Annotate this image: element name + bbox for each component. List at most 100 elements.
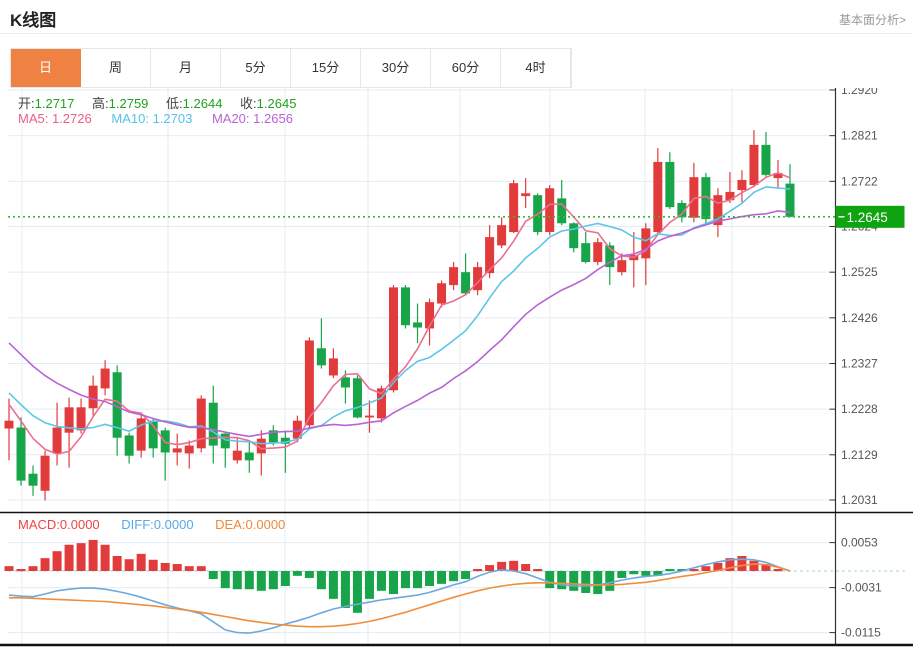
ma10-readout: MA10: 1.2703 (111, 111, 193, 126)
candle-up (304, 340, 314, 426)
current-price-badge-label: 1.2645 (847, 210, 888, 225)
macd-bar-positive (64, 544, 74, 571)
macd-bar-negative (244, 571, 254, 590)
macd-bar-negative (292, 571, 302, 576)
candle-down (340, 377, 350, 388)
macd-bar-positive (160, 562, 170, 571)
diff-line (8, 558, 791, 634)
close-value: 1.2645 (256, 96, 297, 111)
macd-bar-negative (641, 571, 651, 576)
candle-down (461, 272, 471, 294)
macd-bar-dash (773, 569, 783, 572)
candle-down (401, 287, 411, 326)
price-tick-label: 1.2426 (841, 311, 878, 325)
macd-bar-positive (88, 539, 98, 571)
macd-bar-negative (304, 571, 314, 578)
macd-bar-negative (557, 571, 567, 590)
macd-tick-label: 0.0053 (841, 536, 878, 550)
macd-bar-positive (725, 558, 735, 571)
candle-up (388, 287, 398, 391)
kline-chart-canvas[interactable]: 1.29201.28211.27221.26241.25251.24261.23… (0, 88, 913, 647)
macd-bar-negative (220, 571, 230, 589)
tab-4hour[interactable]: 4时 (501, 49, 571, 87)
candle-up (509, 183, 519, 233)
macd-bar-positive (497, 561, 507, 571)
candle-up (713, 195, 723, 226)
tab-15min[interactable]: 15分 (291, 49, 361, 87)
candle-up (725, 191, 735, 201)
candle-up (737, 179, 747, 191)
candle-up (172, 448, 182, 453)
macd-bar-negative (340, 571, 350, 608)
macd-bar-negative (316, 571, 326, 590)
macd-readout: MACD:0.0000 DIFF:0.0000 DEA:0.0000 (18, 517, 285, 532)
candle-up (593, 242, 603, 263)
tab-month[interactable]: 月 (151, 49, 221, 87)
candle-up (52, 427, 62, 454)
candle-down (220, 433, 230, 449)
dea-line (9, 563, 791, 628)
macd-bar-positive (76, 543, 86, 571)
candle-up (773, 173, 783, 179)
open-value: 1.2717 (34, 96, 75, 111)
tab-week[interactable]: 周 (81, 49, 151, 87)
ma20-readout: MA20: 1.2656 (211, 111, 293, 126)
macd-bar-positive (40, 558, 50, 571)
tab-30min[interactable]: 30分 (361, 49, 431, 87)
page-header: K线图 基本面分析> (0, 0, 913, 34)
candle-down (557, 198, 567, 224)
candle-up (76, 407, 86, 431)
macd-bar-negative (545, 571, 555, 589)
macd-bar-negative (364, 571, 374, 599)
macd-bar-dash (16, 569, 26, 572)
macd-value-readout: MACD:0.0000 (18, 517, 100, 532)
candle-up (88, 385, 98, 409)
tab-60min[interactable]: 60分 (431, 49, 501, 87)
candle-up (437, 283, 447, 304)
macd-bar-negative (581, 571, 591, 593)
fundamental-analysis-link[interactable]: 基本面分析> (838, 13, 906, 27)
kline-chart-area[interactable]: 1.29201.28211.27221.26241.25251.24261.23… (0, 88, 913, 647)
candle-up (136, 418, 146, 451)
candle-down (112, 372, 122, 438)
candle-down (16, 427, 26, 481)
price-tick-label: 1.2327 (841, 356, 878, 370)
macd-bar-negative (425, 571, 435, 586)
candle-down (665, 161, 675, 208)
candle-down (581, 243, 591, 263)
candle-down (124, 435, 134, 456)
candle-up (196, 398, 206, 449)
tab-day[interactable]: 日 (11, 49, 81, 87)
candle-up (485, 237, 495, 274)
candle-up (364, 415, 374, 418)
macd-bar-negative (593, 571, 603, 595)
candle-up (473, 267, 483, 291)
macd-bar-negative (328, 571, 338, 599)
candle-down (413, 322, 423, 328)
price-tick-label: 1.2821 (841, 129, 878, 143)
macd-bar-positive (521, 564, 531, 571)
macd-bar-dash (473, 569, 483, 572)
macd-bar-positive (485, 565, 495, 571)
macd-bar-negative (629, 571, 639, 575)
candle-down (244, 452, 254, 461)
tab-5min[interactable]: 5分 (221, 49, 291, 87)
macd-bar-negative (413, 571, 423, 589)
macd-bar-dash (677, 569, 687, 572)
macd-bar-negative (256, 571, 266, 591)
candle-down (701, 177, 711, 220)
macd-bar-negative (268, 571, 278, 590)
macd-bar-positive (148, 559, 158, 571)
candle-down (352, 378, 362, 418)
candle-up (641, 228, 651, 259)
price-tick-label: 1.2722 (841, 174, 878, 188)
low-value: 1.2644 (182, 96, 223, 111)
candle-up (689, 177, 699, 218)
candle-up (64, 407, 74, 433)
price-tick-label: 1.2228 (841, 402, 878, 416)
macd-bar-negative (653, 571, 663, 576)
macd-bar-negative (280, 571, 290, 586)
macd-bar-positive (136, 553, 146, 571)
candle-down (316, 348, 326, 366)
